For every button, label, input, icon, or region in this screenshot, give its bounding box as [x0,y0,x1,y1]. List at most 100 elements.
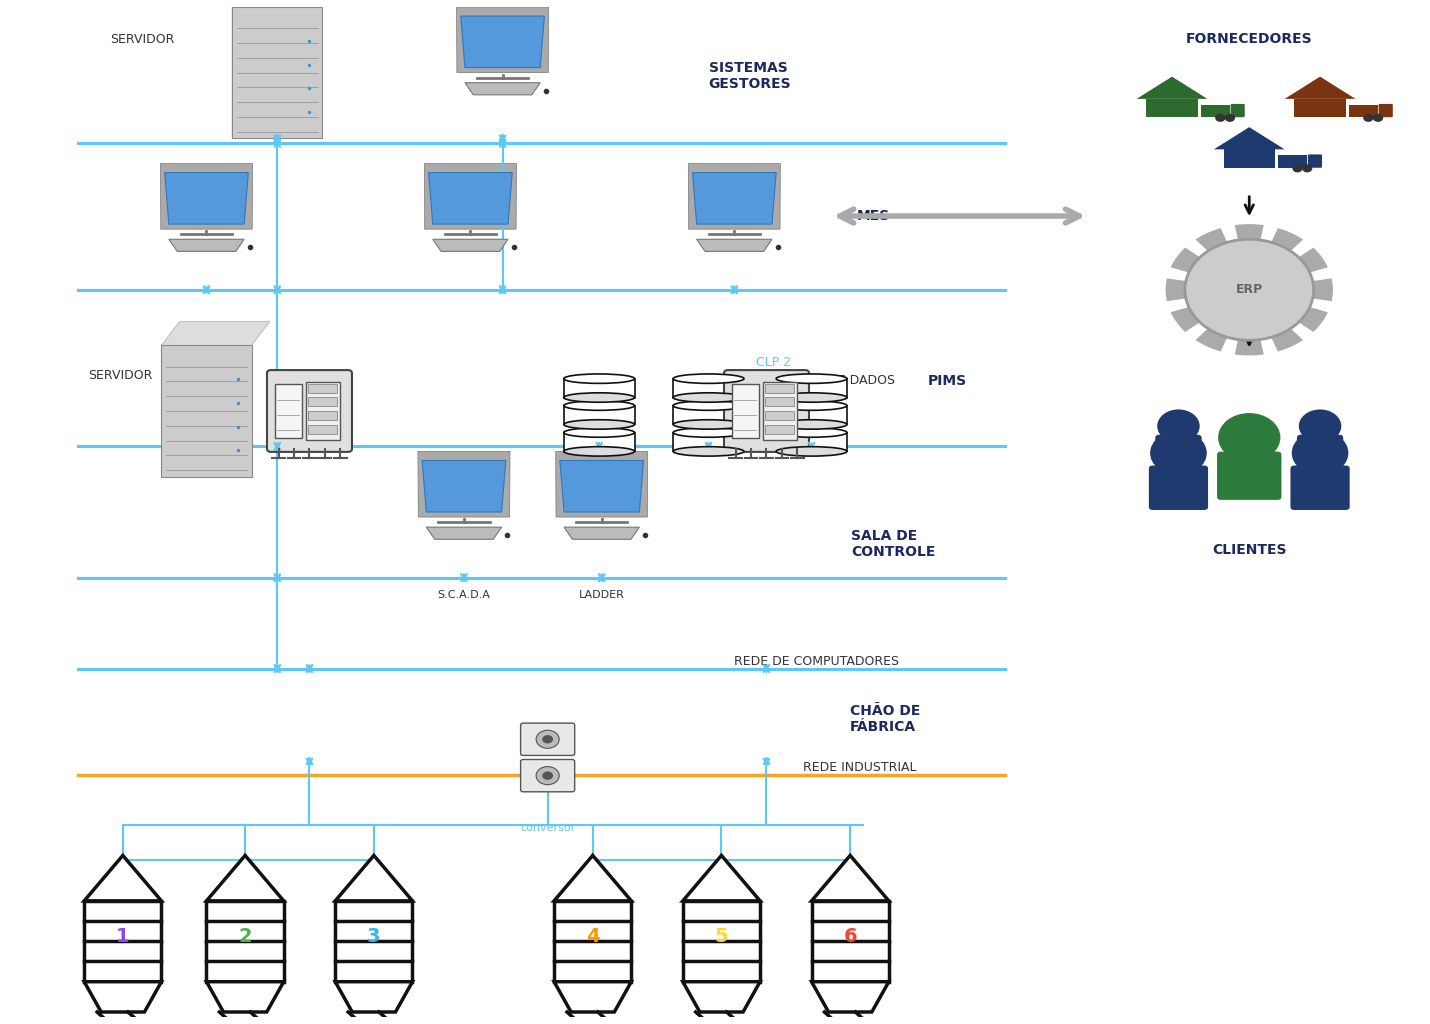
Ellipse shape [563,428,635,437]
Polygon shape [206,855,283,901]
Polygon shape [688,164,781,229]
Text: 5: 5 [715,927,728,946]
Polygon shape [426,527,502,540]
Text: 3: 3 [368,927,380,946]
Polygon shape [425,164,516,229]
Polygon shape [206,982,283,1012]
Bar [553,901,631,982]
Polygon shape [812,855,889,901]
Polygon shape [682,855,761,901]
Bar [812,901,889,982]
Text: SERVIDOR: SERVIDOR [89,369,153,382]
Wedge shape [1171,290,1250,332]
FancyBboxPatch shape [306,382,340,439]
Text: MES: MES [857,209,889,223]
Bar [776,432,847,452]
Ellipse shape [776,446,847,456]
Polygon shape [465,83,541,95]
Ellipse shape [776,400,847,411]
Text: CLP 2: CLP 2 [756,356,791,369]
FancyBboxPatch shape [1297,435,1343,470]
Bar [335,901,412,982]
Circle shape [1216,114,1226,122]
Circle shape [536,730,559,749]
Polygon shape [169,240,245,251]
Polygon shape [1284,77,1356,99]
Circle shape [1157,410,1200,442]
Polygon shape [429,173,512,224]
Ellipse shape [674,428,744,437]
FancyBboxPatch shape [1308,155,1321,168]
Ellipse shape [674,374,744,383]
Polygon shape [460,16,545,68]
Ellipse shape [674,400,744,411]
Polygon shape [456,7,549,73]
FancyBboxPatch shape [765,411,794,420]
Polygon shape [232,0,250,138]
Circle shape [1150,431,1207,475]
Text: CLIENTES: CLIENTES [1213,544,1287,557]
Wedge shape [1195,290,1250,351]
FancyBboxPatch shape [307,384,337,393]
Bar [563,432,635,452]
Polygon shape [556,452,648,517]
Text: SALA DE
CONTROLE: SALA DE CONTROLE [851,529,935,559]
Ellipse shape [563,393,635,402]
Text: PIMS: PIMS [928,374,967,388]
Wedge shape [1195,228,1250,290]
Bar [563,379,635,397]
Text: SISTEMAS
GESTORES: SISTEMAS GESTORES [708,60,791,91]
Circle shape [1293,164,1303,172]
Polygon shape [1214,127,1284,150]
FancyBboxPatch shape [762,382,798,439]
Polygon shape [692,173,776,224]
FancyBboxPatch shape [521,760,575,792]
Ellipse shape [674,393,744,402]
Wedge shape [1234,290,1264,355]
Polygon shape [422,461,506,512]
Polygon shape [162,345,252,476]
FancyBboxPatch shape [765,397,794,407]
FancyBboxPatch shape [732,384,759,437]
FancyBboxPatch shape [1379,103,1393,118]
Text: 2: 2 [239,927,252,946]
FancyBboxPatch shape [1217,452,1281,500]
Ellipse shape [776,374,847,383]
Bar [674,379,744,397]
FancyBboxPatch shape [1278,156,1307,168]
Polygon shape [162,330,179,476]
Polygon shape [232,0,340,7]
Ellipse shape [674,446,744,456]
Polygon shape [812,982,889,1012]
Text: 1: 1 [116,927,130,946]
Polygon shape [561,461,644,512]
Bar [682,901,761,982]
Ellipse shape [776,393,847,402]
Wedge shape [1171,248,1250,290]
Text: BANCO DE DADOS: BANCO DE DADOS [779,374,895,387]
Wedge shape [1250,290,1303,351]
Ellipse shape [563,374,635,383]
Ellipse shape [563,446,635,456]
Text: 6: 6 [844,927,857,946]
Bar [84,901,162,982]
Text: CHÃO DE
FÁBRICA: CHÃO DE FÁBRICA [851,703,921,734]
Bar [674,406,744,425]
FancyBboxPatch shape [521,723,575,756]
FancyBboxPatch shape [1290,466,1350,510]
Bar [776,379,847,397]
FancyBboxPatch shape [1148,466,1208,510]
Bar [776,406,847,425]
FancyBboxPatch shape [1201,104,1230,117]
Ellipse shape [563,420,635,429]
FancyBboxPatch shape [275,384,302,437]
Bar [674,432,744,452]
Polygon shape [696,240,772,251]
Bar [1294,99,1346,117]
Text: 4: 4 [586,927,599,946]
Polygon shape [418,452,511,517]
Wedge shape [1250,228,1303,290]
Circle shape [542,735,553,743]
FancyBboxPatch shape [765,425,794,434]
Circle shape [1363,114,1373,122]
